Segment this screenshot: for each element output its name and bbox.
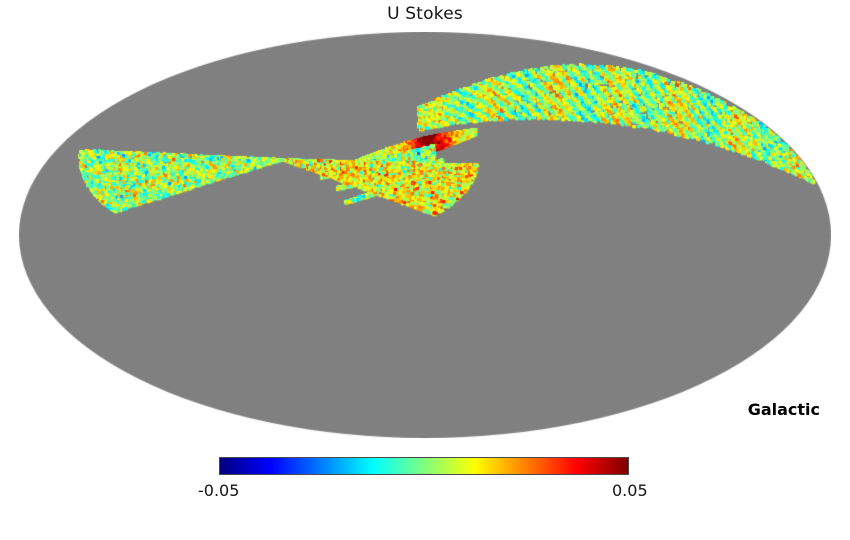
colorbar-min-label: -0.05 <box>198 481 240 500</box>
colorbar-gradient[interactable] <box>219 457 629 475</box>
coordinate-system-label: Galactic <box>747 400 820 419</box>
mollweide-projection <box>19 32 831 438</box>
sky-map-canvas <box>19 32 831 438</box>
colorbar-max-label: 0.05 <box>612 481 648 500</box>
colorbar[interactable] <box>219 457 631 477</box>
page-title: U Stokes <box>387 4 463 24</box>
